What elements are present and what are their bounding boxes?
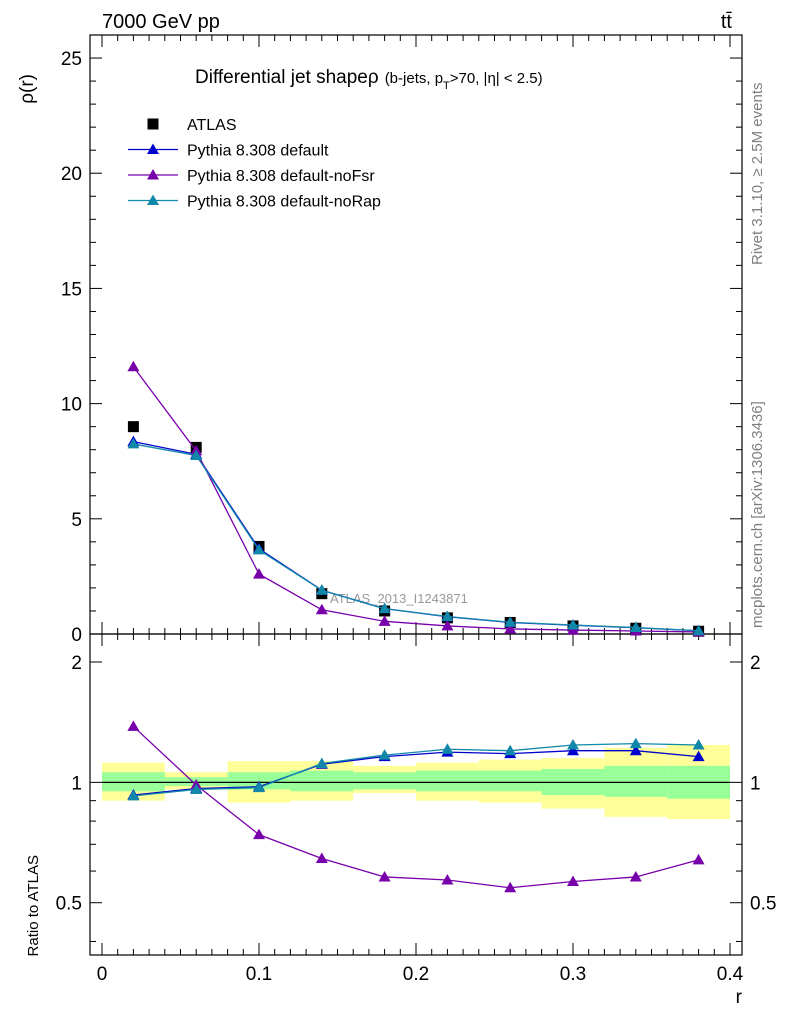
ratio-tick-label-right: 2 bbox=[750, 653, 761, 674]
title-cut-rest: >70, |η| < 2.5) bbox=[450, 70, 543, 87]
legend-label: ATLAS bbox=[187, 117, 237, 134]
ratio-point bbox=[504, 881, 517, 893]
x-tick-label: 0.2 bbox=[403, 964, 429, 985]
ratio-series-line bbox=[133, 742, 699, 797]
data-point bbox=[190, 449, 203, 460]
ratio-point bbox=[315, 852, 328, 864]
series-line bbox=[133, 443, 699, 632]
x-tick-label: 0 bbox=[97, 964, 108, 985]
legend-label: Pythia 8.308 default-noRap bbox=[187, 194, 381, 211]
ratio-point bbox=[253, 828, 265, 840]
ratio-point bbox=[504, 744, 517, 756]
ratio-tick-label-right: 1 bbox=[750, 773, 761, 794]
ratio-point bbox=[692, 750, 705, 762]
ratio-point bbox=[253, 781, 265, 793]
data-point bbox=[504, 622, 517, 634]
data-point bbox=[127, 437, 140, 449]
y-tick-label: 0 bbox=[71, 625, 82, 646]
ratio-tick-label: 0.5 bbox=[56, 894, 82, 915]
ratio-band-green bbox=[416, 770, 479, 792]
data-point bbox=[127, 360, 140, 372]
x-tick-label: 0.3 bbox=[560, 964, 586, 985]
ratio-band-green bbox=[604, 765, 668, 797]
legend-marker bbox=[147, 118, 159, 130]
legend-marker bbox=[147, 194, 159, 205]
legend-marker bbox=[147, 169, 159, 180]
ratio-point bbox=[315, 757, 328, 768]
title-rho: ρ bbox=[368, 67, 379, 88]
main-data-layer bbox=[127, 360, 705, 637]
ratio-point bbox=[378, 749, 391, 760]
y-axis-label: ρ(r) bbox=[17, 74, 38, 104]
y-tick-label: 5 bbox=[71, 510, 82, 531]
ratio-band-green bbox=[102, 772, 165, 792]
chart-title: Differential jet shapeρ (b-jets, pT>70, |… bbox=[195, 67, 543, 92]
ratio-point bbox=[629, 737, 642, 749]
legend-label: Pythia 8.308 default-noFsr bbox=[187, 168, 375, 185]
ratio-axis-label: Ratio to ATLAS bbox=[25, 855, 42, 956]
ratio-point bbox=[567, 875, 579, 886]
ratio-band-green bbox=[290, 770, 354, 792]
ratio-panel: 0.5 0.5 1 1 2 2 0 0.1 0.2 0.3 0.4 bbox=[56, 633, 776, 985]
ratio-point bbox=[567, 744, 579, 756]
rivet-label: Rivet 3.1.10, ≥ 2.5M events bbox=[749, 83, 766, 266]
ratio-point bbox=[441, 743, 454, 754]
data-point bbox=[378, 602, 391, 614]
ratio-tick-label-right: 0.5 bbox=[750, 894, 776, 915]
ratio-point bbox=[629, 870, 642, 882]
ratio-point bbox=[567, 739, 579, 750]
x-tick-label: 0.4 bbox=[717, 964, 744, 985]
data-point bbox=[692, 624, 705, 636]
data-point bbox=[567, 619, 579, 630]
header-right: tt̄ bbox=[721, 11, 733, 33]
data-point bbox=[315, 584, 328, 595]
x-axis-label: r bbox=[736, 987, 743, 1008]
y-tick-label: 25 bbox=[61, 49, 82, 70]
ratio-point bbox=[127, 720, 140, 731]
ratio-band-green bbox=[478, 770, 542, 792]
y-tick-label: 15 bbox=[61, 279, 82, 300]
header-left: 7000 GeV pp bbox=[102, 11, 220, 33]
ratio-point bbox=[441, 873, 454, 885]
y-tick-label: 20 bbox=[61, 164, 82, 185]
ratio-series-line bbox=[132, 725, 699, 889]
ratio-tick-label: 2 bbox=[71, 653, 82, 674]
title-main: Differential jet shape bbox=[195, 67, 368, 88]
ratio-band-green bbox=[353, 772, 416, 790]
data-point bbox=[441, 610, 454, 621]
data-point bbox=[315, 603, 328, 615]
x-tick-label: 0.1 bbox=[246, 964, 272, 985]
data-point bbox=[629, 621, 642, 633]
mcplots-label: mcplots.cern.ch [arXiv:1306.3436] bbox=[749, 401, 766, 628]
series-line bbox=[132, 366, 699, 633]
ratio-point bbox=[378, 870, 391, 882]
title-cut-sub: T bbox=[443, 80, 450, 92]
data-point bbox=[378, 615, 391, 626]
title-cut: (b-jets, p bbox=[385, 70, 443, 87]
legend-label: Pythia 8.308 default bbox=[187, 143, 329, 160]
ratio-point bbox=[190, 783, 203, 794]
legend-marker bbox=[147, 143, 159, 154]
ratio-point bbox=[127, 789, 140, 801]
data-point bbox=[253, 568, 265, 579]
data-point bbox=[504, 616, 517, 627]
ratio-point bbox=[692, 853, 705, 865]
ratio-point bbox=[629, 744, 642, 756]
legend: ATLAS Pythia 8.308 default Pythia 8.308 de… bbox=[128, 117, 381, 211]
ratio-point bbox=[692, 739, 705, 750]
data-point bbox=[253, 543, 265, 555]
y-tick-label: 10 bbox=[61, 395, 82, 416]
data-point-atlas bbox=[127, 421, 139, 433]
data-point bbox=[441, 619, 454, 631]
ratio-series-line bbox=[133, 750, 699, 796]
ratio-frame bbox=[89, 633, 743, 956]
main-panel: 0 5 10 15 20 25 bbox=[61, 34, 743, 955]
ratio-tick-label: 1 bbox=[71, 773, 82, 794]
